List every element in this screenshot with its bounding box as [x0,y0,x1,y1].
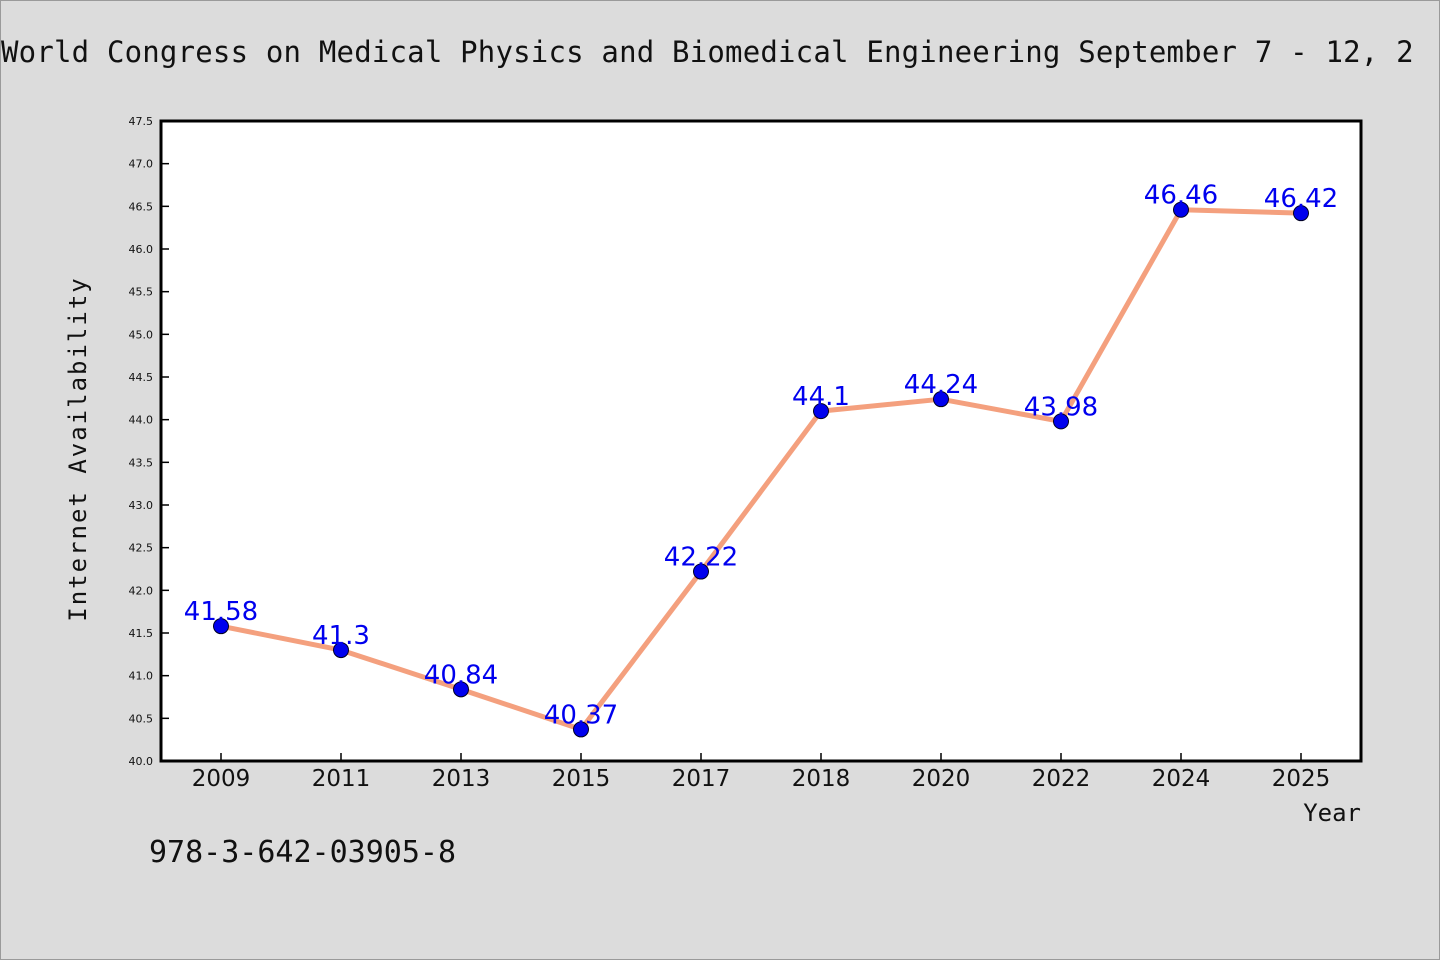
x-tick-label: 2018 [792,766,851,792]
y-tick-label: 45.5 [129,286,154,299]
data-point [573,721,589,738]
data-point [1293,205,1309,222]
isbn-text: 978-3-642-03905-8 [149,835,457,870]
y-tick-label: 43.0 [129,499,154,512]
y-tick-label: 43.5 [129,456,154,469]
y-tick-label: 42.0 [129,584,154,597]
y-tick-label: 44.0 [129,414,154,427]
data-point [693,563,709,580]
y-tick-label: 41.5 [129,627,154,640]
x-tick-label: 2013 [432,766,491,792]
data-label: 44.24 [904,370,978,400]
y-tick-label: 47.5 [129,115,154,128]
x-axis-label: Year [1303,799,1361,827]
data-markers [213,201,1309,738]
data-label: 43.98 [1024,392,1098,422]
data-label: 46.46 [1144,181,1218,211]
y-axis: 40.0 40.5 41.0 41.5 42.0 42.5 43.0 43.5 44.0 44.5… [129,115,169,768]
x-tick-label: 2015 [552,766,611,792]
y-tick-label: 40.5 [129,712,154,725]
y-tick-label: 46.0 [129,243,154,256]
x-tick-label: 2020 [912,766,971,792]
y-tick-label: 46.5 [129,200,154,213]
x-tick-label: 2017 [672,766,731,792]
series-line [218,207,1304,732]
x-tick-label: 2024 [1152,766,1211,792]
y-axis-label: Internet Availability [64,276,92,621]
data-labels: 41.58 41.3 40.84 40.37 42.22 44.1 44.24 43.98 46… [184,181,1338,731]
data-point [813,403,829,420]
data-label: 41.58 [184,597,258,627]
data-point [213,618,229,635]
y-tick-label: 40.0 [129,755,154,768]
y-tick-label: 44.5 [129,371,154,384]
x-tick-label: 2025 [1272,766,1331,792]
y-tick-label: 41.0 [129,670,154,683]
y-tick-label: 42.5 [129,542,154,555]
data-label: 40.84 [424,660,498,690]
x-tick-label: 2022 [1032,766,1091,792]
data-label: 41.3 [312,621,370,651]
x-tick-label: 2011 [312,766,371,792]
chart-title: World Congress on Medical Physics and Bi… [1,35,1414,69]
x-axis: 2009 2011 2013 2015 2017 2018 2020 2022 2024 2025 [192,753,1331,792]
data-label: 46.42 [1264,184,1338,214]
data-point [1173,201,1189,218]
data-point [1053,413,1069,430]
data-point [333,642,349,659]
data-point [933,391,949,408]
data-point [453,681,469,698]
y-tick-label: 47.0 [129,158,154,171]
x-tick-label: 2009 [192,766,251,792]
data-label: 40.37 [544,700,618,730]
data-label: 42.22 [664,543,738,573]
data-label: 44.1 [792,382,850,412]
y-tick-label: 45.0 [129,328,154,341]
